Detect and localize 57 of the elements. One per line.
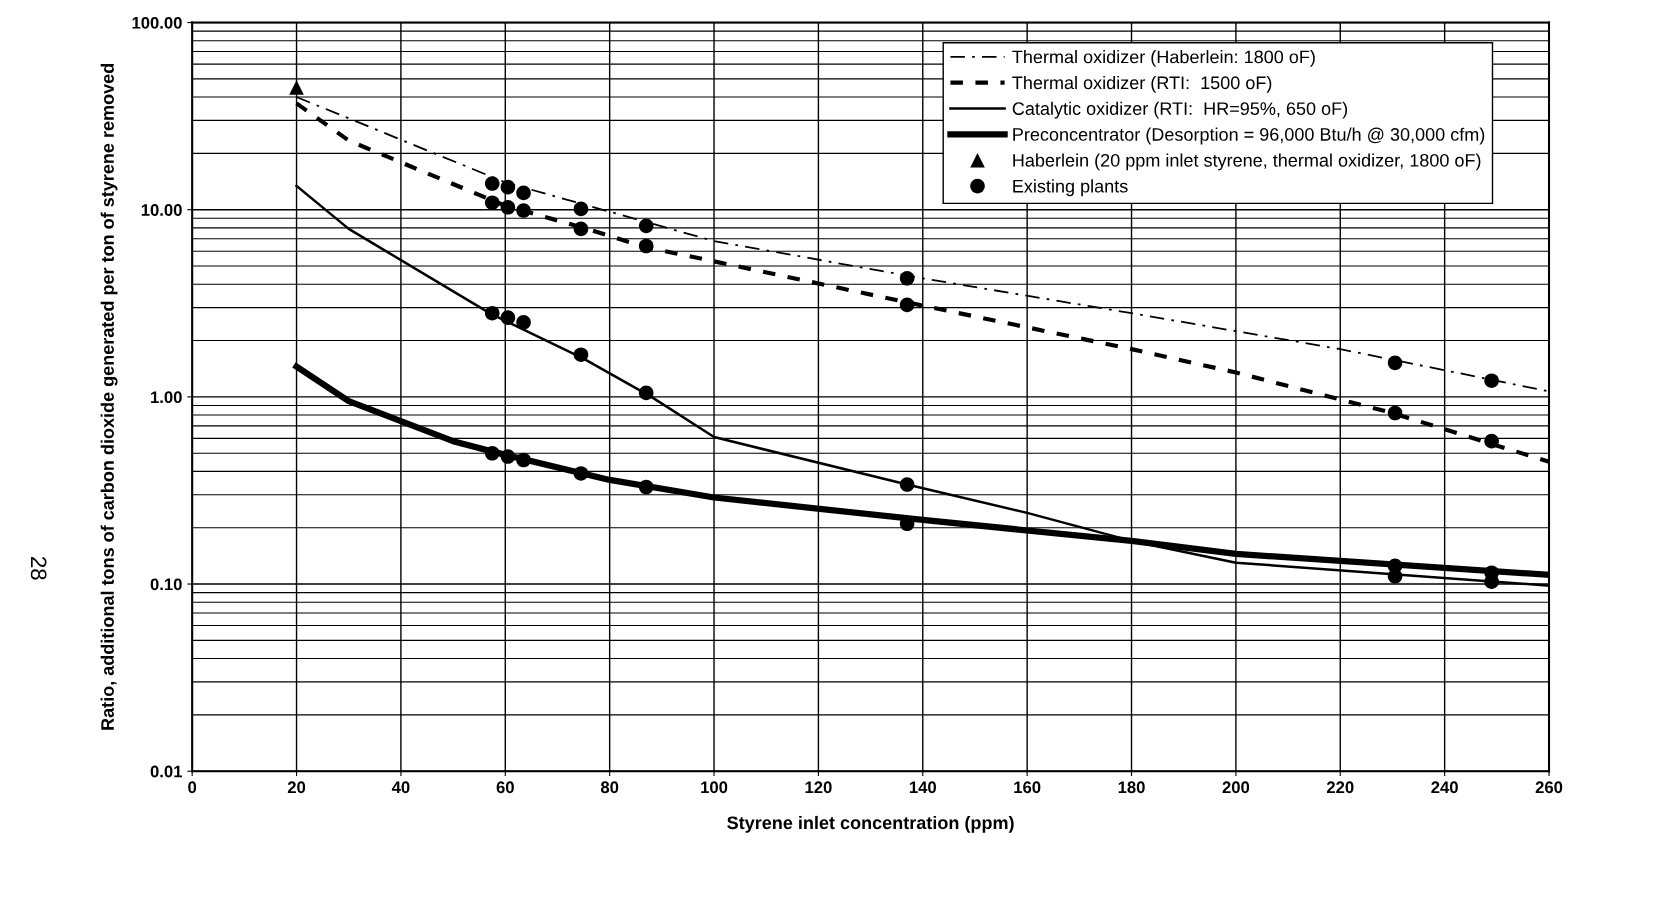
point	[516, 185, 531, 201]
x-tick-label: 160	[1014, 781, 1041, 794]
point	[500, 310, 516, 325]
point	[638, 479, 654, 495]
x-tick-label: 200	[1222, 781, 1250, 794]
x-tick-label: 100	[701, 781, 728, 794]
point	[484, 445, 500, 461]
point	[516, 315, 531, 330]
legend-label: Existing plants	[1013, 179, 1128, 197]
point	[500, 179, 516, 195]
y-tick-label: 1.00	[151, 391, 182, 404]
x-tick-label: 180	[1118, 781, 1145, 794]
point	[573, 221, 589, 237]
x-tick-label: 40	[391, 781, 410, 794]
y-tick-label: 0.10	[150, 578, 182, 591]
point	[1387, 569, 1403, 584]
x-tick-label: 240	[1431, 781, 1458, 794]
point	[516, 203, 531, 218]
x-tick-label: 220	[1326, 781, 1354, 794]
point	[573, 466, 589, 481]
point	[1484, 373, 1499, 389]
point	[638, 238, 654, 254]
point	[638, 385, 654, 401]
x-tick-label: 80	[600, 781, 619, 794]
legend-label: Haberlein (20 ppm inlet styrene, thermal oxidizer, 1800 oF)	[1013, 153, 1481, 171]
x-tick-label: 60	[496, 781, 514, 794]
y-tick-label: 10.00	[141, 204, 182, 216]
point	[500, 449, 516, 464]
point	[899, 477, 915, 492]
point	[899, 297, 915, 313]
point	[500, 200, 516, 215]
legend-label: Thermal oxidizer (Haberlein: 1800 oF)	[1012, 50, 1315, 67]
point	[899, 271, 915, 286]
point	[484, 195, 500, 210]
point	[573, 201, 589, 217]
point	[1387, 405, 1403, 421]
point	[573, 347, 589, 362]
x-tick-label: 260	[1535, 781, 1563, 794]
legend-label: Thermal oxidizer (RTI: 1500 oF)	[1012, 75, 1272, 93]
point	[484, 176, 500, 191]
point	[638, 218, 654, 234]
x-axis-title: Styrene inlet concentration (ppm)	[727, 815, 1014, 833]
x-tick-label: 20	[287, 781, 306, 794]
legend-label: Catalytic oxidizer (RTI: HR=95%, 650 oF)	[1012, 101, 1348, 119]
point	[484, 305, 500, 321]
x-tick-label: 140	[909, 781, 936, 794]
y-tick-label: 0.01	[150, 765, 182, 778]
text: 28	[30, 557, 47, 580]
point	[516, 452, 531, 468]
x-tick-label: 0	[188, 781, 197, 794]
y-axis-title: Ratio, additional tons of carbon dioxide generated per ton of styrene removed	[100, 63, 118, 730]
legend-label: Preconcentrator (Desorption = 96,000 Btu/h @ 30,000 cfm)	[1013, 127, 1485, 145]
point	[1484, 433, 1499, 449]
point	[1387, 355, 1403, 371]
x-tick-label: 120	[805, 781, 832, 794]
y-tick-label: 100.00	[132, 16, 182, 29]
point	[289, 80, 304, 95]
